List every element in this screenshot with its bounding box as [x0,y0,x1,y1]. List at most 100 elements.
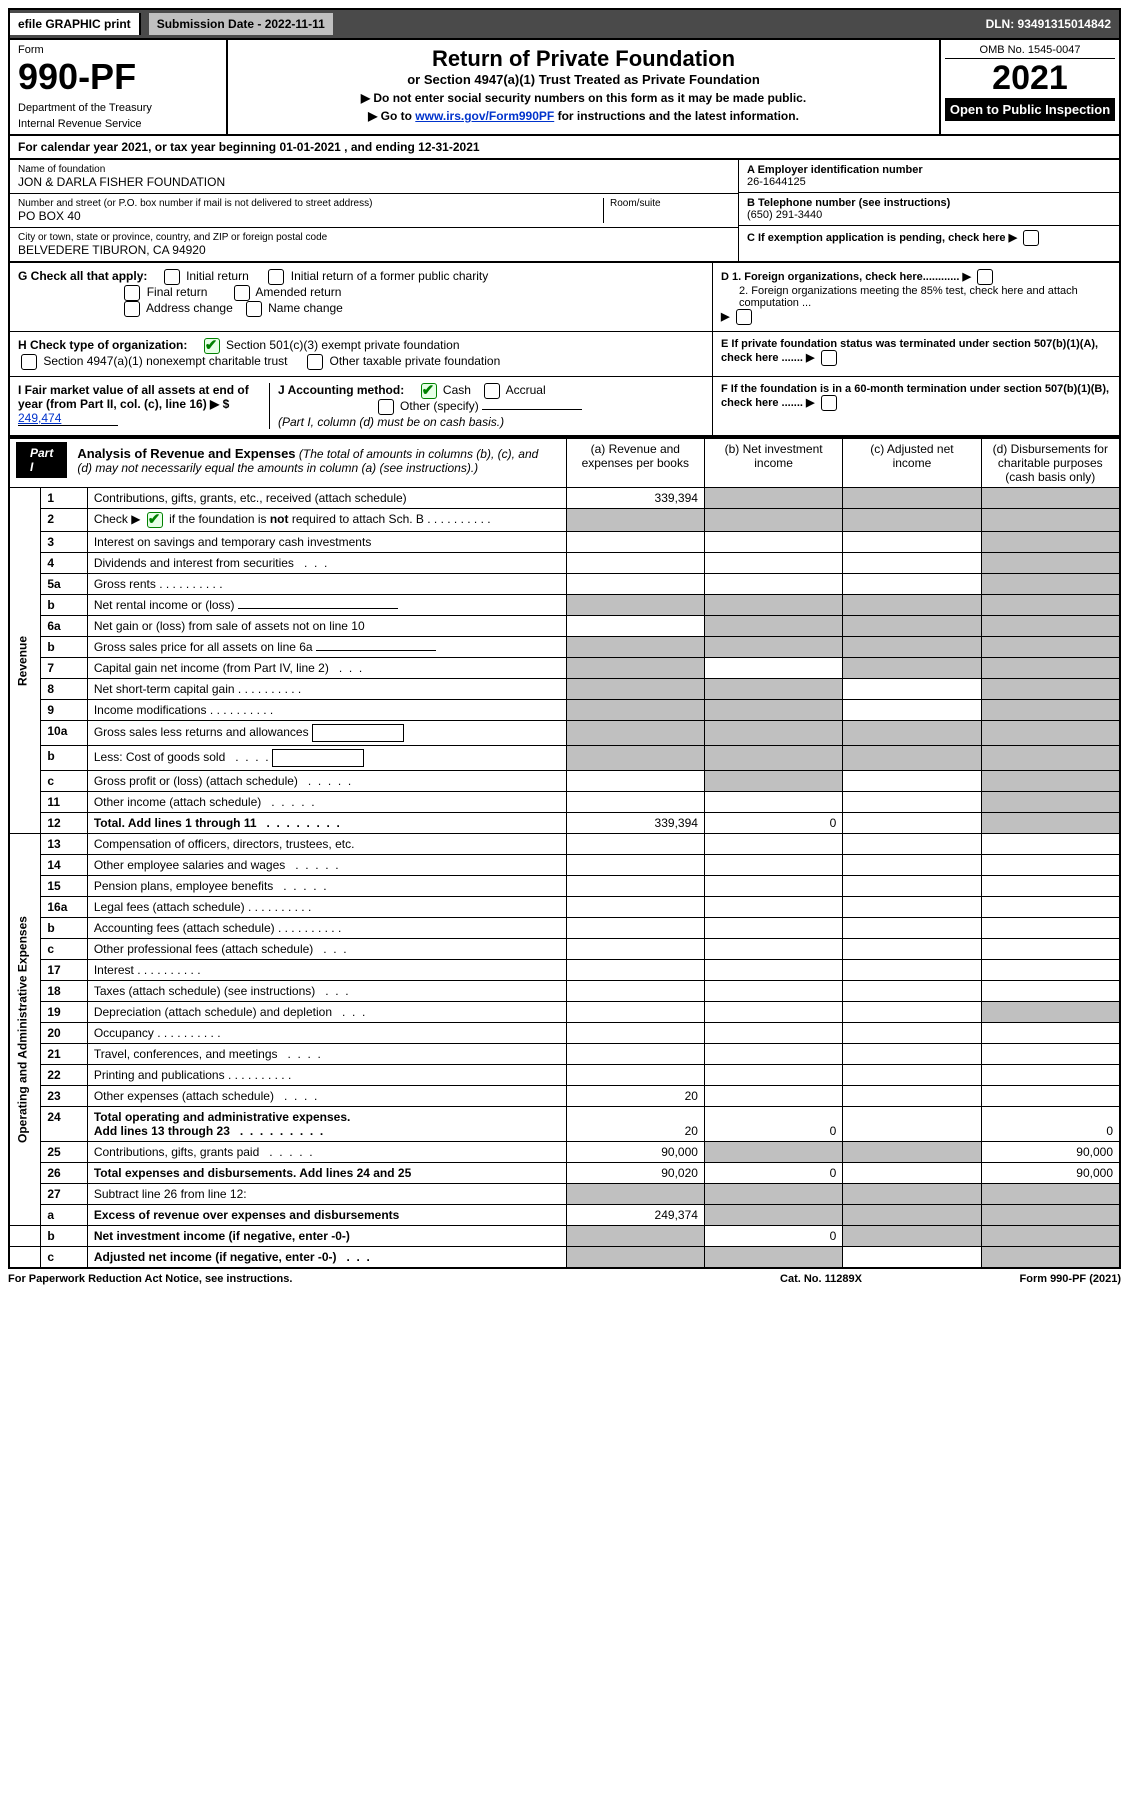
header-left: Form 990-PF Department of the Treasury I… [10,40,228,134]
info-right: A Employer identification number 26-1644… [738,160,1119,261]
h-other-checkbox[interactable] [307,354,323,370]
c-checkbox[interactable] [1023,230,1039,246]
l15-desc: Pension plans, employee benefits . . . .… [87,876,566,897]
l1-desc: Contributions, gifts, grants, etc., rece… [87,488,566,509]
line-18: 18Taxes (attach schedule) (see instructi… [9,981,1120,1002]
j-cash-checkbox[interactable] [421,383,437,399]
info-section: Name of foundation JON & DARLA FISHER FO… [8,160,1121,263]
irs-link[interactable]: www.irs.gov/Form990PF [415,109,554,123]
j-other-checkbox[interactable] [378,399,394,415]
l24-d: 0 [981,1107,1120,1142]
header-right: OMB No. 1545-0047 2021 Open to Public In… [939,40,1119,134]
instr-post: for instructions and the latest informat… [558,109,799,123]
g-initial: Initial return [186,269,249,283]
j-accrual-checkbox[interactable] [484,383,500,399]
line-14: 14Other employee salaries and wages . . … [9,855,1120,876]
e-checkbox[interactable] [821,350,837,366]
phone-value: (650) 291-3440 [747,209,1111,221]
l2-checkbox[interactable] [147,512,163,528]
line-9: 9Income modifications [9,700,1120,721]
c-label: C If exemption application is pending, c… [747,232,1006,244]
l13-desc: Compensation of officers, directors, tru… [87,834,566,855]
form-label: Form [18,44,218,56]
form-title: Return of Private Foundation [240,46,927,72]
j-cash: Cash [443,383,471,397]
line-22: 22Printing and publications [9,1065,1120,1086]
line-27c: cAdjusted net income (if negative, enter… [9,1247,1120,1269]
l22-desc: Printing and publications [87,1065,566,1086]
calendar-year-bar: For calendar year 2021, or tax year begi… [8,136,1121,160]
part1-title: Analysis of Revenue and Expenses [77,446,295,461]
l2-desc: Check ▶ if the foundation is not require… [87,509,566,532]
arrow-icon: ▶ [1009,232,1021,244]
line-2: 2 Check ▶ if the foundation is not requi… [9,509,1120,532]
col-a-header: (a) Revenue and expenses per books [566,438,704,488]
l27a-desc: Excess of revenue over expenses and disb… [87,1205,566,1226]
l27c-desc: Adjusted net income (if negative, enter … [87,1247,566,1269]
l10c-desc: Gross profit or (loss) (attach schedule)… [87,771,566,792]
header-row: Form 990-PF Department of the Treasury I… [8,40,1121,136]
l24-desc: Total operating and administrative expen… [87,1107,566,1142]
g-label: G Check all that apply: [18,269,147,283]
line-3: 3Interest on savings and temporary cash … [9,532,1120,553]
name-label: Name of foundation [18,164,730,175]
f-checkbox[interactable] [821,395,837,411]
d2-checkbox[interactable] [736,309,752,325]
line-1: Revenue 1 Contributions, gifts, grants, … [9,488,1120,509]
l26-b: 0 [704,1163,842,1184]
l9-desc: Income modifications [87,700,566,721]
l16a-desc: Legal fees (attach schedule) [87,897,566,918]
line-26: 26Total expenses and disbursements. Add … [9,1163,1120,1184]
instr-link-row: ▶ Go to www.irs.gov/Form990PF for instru… [240,109,927,123]
g-name: Name change [268,301,343,315]
instr-pre: ▶ Go to [368,109,415,123]
h-501-checkbox[interactable] [204,338,220,354]
h-4947-checkbox[interactable] [21,354,37,370]
g-amended-checkbox[interactable] [234,285,250,301]
g-final-checkbox[interactable] [124,285,140,301]
d1-label: D 1. Foreign organizations, check here..… [721,271,959,283]
part1-header: Part I Analysis of Revenue and Expenses … [16,442,560,479]
addr-label: Number and street (or P.O. box number if… [18,198,603,209]
g-initial-checkbox[interactable] [164,269,180,285]
line-16c: cOther professional fees (attach schedul… [9,939,1120,960]
d2-label: 2. Foreign organizations meeting the 85%… [721,285,1111,309]
arrow-icon: ▶ [962,271,974,283]
form-subtitle: or Section 4947(a)(1) Trust Treated as P… [240,72,927,87]
line-5a: 5aGross rents [9,574,1120,595]
part1-label: Part I [16,442,67,478]
submission-date: Submission Date - 2022-11-11 [149,13,333,35]
ein-label: A Employer identification number [747,164,1111,176]
line-27: 27Subtract line 26 from line 12: [9,1184,1120,1205]
revenue-label: Revenue [9,488,41,834]
line-23: 23Other expenses (attach schedule) . . .… [9,1086,1120,1107]
city-label: City or town, state or province, country… [18,232,730,243]
foundation-name-cell: Name of foundation JON & DARLA FISHER FO… [10,160,738,194]
line-6a: 6aNet gain or (loss) from sale of assets… [9,616,1120,637]
line-16b: bAccounting fees (attach schedule) [9,918,1120,939]
part1-title-cell: Analysis of Revenue and Expenses (The to… [67,442,559,479]
j-other-line [482,409,582,410]
l5a-desc: Gross rents [87,574,566,595]
arrow-icon: ▶ [806,352,818,364]
f-label: F If the foundation is in a 60-month ter… [721,383,1109,409]
footer-mid: Cat. No. 11289X [721,1273,921,1285]
l20-desc: Occupancy [87,1023,566,1044]
l27b-b: 0 [704,1226,842,1247]
g-initial-former: Initial return of a former public charit… [291,269,488,283]
g-initial-former-checkbox[interactable] [268,269,284,285]
line-20: 20Occupancy [9,1023,1120,1044]
col-b-header: (b) Net investment income [704,438,842,488]
j-other: Other (specify) [400,399,479,413]
l23-desc: Other expenses (attach schedule) . . . . [87,1086,566,1107]
g-name-checkbox[interactable] [246,301,262,317]
e-label: E If private foundation status was termi… [721,338,1098,364]
l24-a: 20 [566,1107,704,1142]
d1-checkbox[interactable] [977,269,993,285]
h-label: H Check type of organization: [18,338,187,352]
line-15: 15Pension plans, employee benefits . . .… [9,876,1120,897]
h-4947: Section 4947(a)(1) nonexempt charitable … [43,354,287,368]
line-10c: cGross profit or (loss) (attach schedule… [9,771,1120,792]
g-address-checkbox[interactable] [124,301,140,317]
open-inspection: Open to Public Inspection [945,98,1115,121]
